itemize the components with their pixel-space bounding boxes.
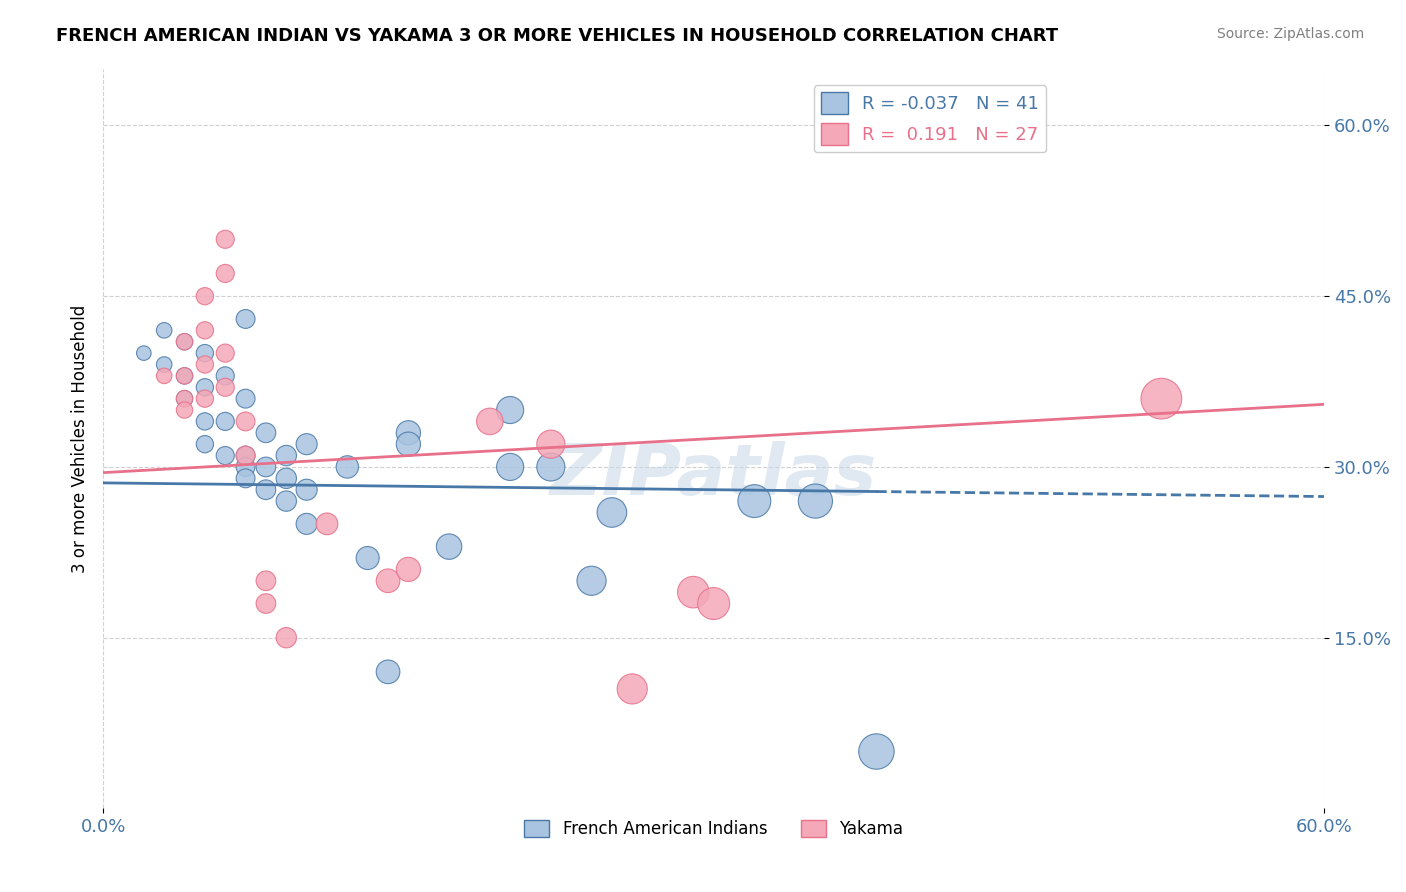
Point [295, 516, 318, 531]
Point [357, 551, 380, 566]
Point [235, 312, 257, 326]
Point [153, 323, 176, 337]
Text: ZIPatlas: ZIPatlas [550, 441, 877, 510]
Point [214, 232, 236, 246]
Point [703, 597, 725, 611]
Point [804, 494, 827, 508]
Point [1150, 392, 1173, 406]
Text: FRENCH AMERICAN INDIAN VS YAKAMA 3 OR MORE VEHICLES IN HOUSEHOLD CORRELATION CHA: FRENCH AMERICAN INDIAN VS YAKAMA 3 OR MO… [56, 27, 1059, 45]
Point [194, 414, 217, 428]
Point [396, 437, 419, 451]
Point [214, 449, 236, 463]
Point [377, 574, 399, 588]
Point [194, 392, 217, 406]
Point [214, 267, 236, 281]
Point [336, 459, 359, 474]
Point [621, 681, 644, 696]
Point [581, 574, 603, 588]
Point [276, 471, 298, 485]
Point [437, 540, 460, 554]
Point [153, 368, 176, 383]
Point [295, 437, 318, 451]
Point [173, 334, 195, 349]
Point [173, 368, 195, 383]
Point [865, 745, 887, 759]
Point [173, 392, 195, 406]
Point [235, 449, 257, 463]
Point [600, 506, 623, 520]
Point [276, 631, 298, 645]
Point [214, 346, 236, 360]
Point [173, 334, 195, 349]
Point [214, 414, 236, 428]
Point [194, 323, 217, 337]
Point [194, 380, 217, 394]
Point [499, 403, 522, 417]
Point [377, 665, 399, 679]
Point [214, 368, 236, 383]
Point [194, 346, 217, 360]
Point [173, 368, 195, 383]
Point [235, 392, 257, 406]
Point [254, 574, 277, 588]
Point [540, 437, 562, 451]
Point [254, 425, 277, 440]
Point [235, 449, 257, 463]
Text: Source: ZipAtlas.com: Source: ZipAtlas.com [1216, 27, 1364, 41]
Point [295, 483, 318, 497]
Legend: French American Indians, Yakama: French American Indians, Yakama [517, 813, 910, 845]
Point [682, 585, 704, 599]
Point [132, 346, 155, 360]
Point [153, 358, 176, 372]
Point [214, 380, 236, 394]
Point [276, 494, 298, 508]
Y-axis label: 3 or more Vehicles in Household: 3 or more Vehicles in Household [72, 304, 89, 573]
Point [478, 414, 501, 428]
Point [276, 449, 298, 463]
Point [316, 516, 339, 531]
Point [194, 289, 217, 303]
Point [254, 483, 277, 497]
Point [194, 437, 217, 451]
Point [396, 562, 419, 576]
Point [744, 494, 766, 508]
Point [235, 459, 257, 474]
Point [396, 425, 419, 440]
Point [194, 358, 217, 372]
Point [254, 597, 277, 611]
Point [540, 459, 562, 474]
Point [173, 392, 195, 406]
Point [235, 414, 257, 428]
Point [499, 459, 522, 474]
Point [254, 459, 277, 474]
Point [173, 403, 195, 417]
Point [235, 471, 257, 485]
